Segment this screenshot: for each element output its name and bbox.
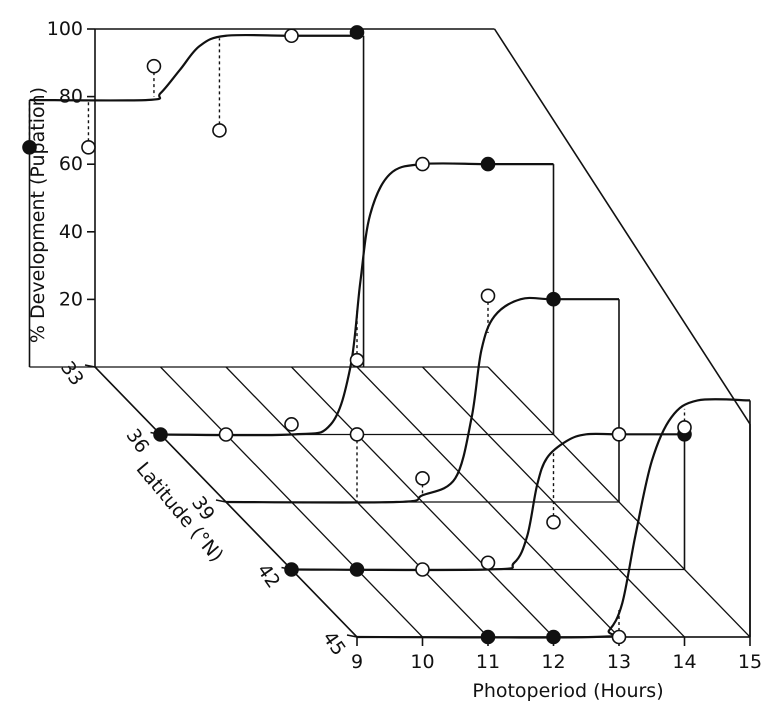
axes-frame: [84, 28, 751, 646]
data-point-filled: [22, 140, 37, 155]
data-point-open: [546, 514, 561, 530]
series-curve: [356, 398, 751, 639]
data-point-filled: [349, 25, 365, 40]
data-point-open: [212, 123, 227, 138]
depth-tick-label: 45: [318, 627, 350, 659]
depth-tick-label: 36: [121, 425, 153, 457]
data-point-open: [415, 156, 430, 172]
data-point-open: [218, 427, 234, 442]
data-point-open: [611, 629, 627, 645]
y-tick-label: 100: [47, 18, 83, 40]
series-curve: [160, 162, 554, 437]
series-39: [225, 288, 620, 504]
data-point-open: [480, 288, 496, 304]
series-33: [22, 25, 488, 368]
series-45: [356, 398, 751, 645]
y-tick-label: 80: [59, 86, 83, 108]
data-point-filled: [480, 629, 496, 645]
depth-tick-label: 42: [252, 560, 284, 592]
data-point-open: [284, 28, 299, 44]
data-point-open: [677, 420, 692, 435]
x-tick-label: 13: [607, 651, 631, 673]
data-point-filled: [480, 156, 496, 172]
data-point-open: [349, 427, 365, 442]
data-point-open: [415, 562, 430, 577]
y-tick-label: 20: [59, 288, 83, 310]
x-tick-label: 10: [410, 651, 434, 673]
data-point-filled: [546, 629, 561, 645]
series-group: [22, 25, 751, 645]
data-point-open: [611, 426, 627, 442]
data-point-open: [480, 555, 496, 571]
data-point-filled: [349, 562, 365, 577]
data-point-filled: [546, 291, 561, 307]
data-point-filled: [284, 562, 299, 577]
data-point-filled: [153, 427, 168, 442]
depth-tick: [346, 634, 358, 638]
y-tick-label: 40: [59, 221, 83, 243]
depth-tick-label: 33: [56, 357, 88, 389]
x-tick-label: 12: [541, 651, 565, 673]
series-36: [153, 156, 555, 442]
data-point-open: [284, 417, 299, 432]
series-42: [284, 426, 692, 577]
y-tick-label: 60: [59, 153, 83, 175]
x-tick-label: 9: [351, 651, 363, 673]
data-point-open: [81, 140, 96, 155]
data-point-open: [415, 471, 430, 486]
depth-tick: [215, 499, 227, 503]
x-axis-label: Photoperiod (Hours): [472, 680, 663, 702]
x-tick-label: 14: [672, 651, 696, 673]
data-point-open: [349, 352, 365, 368]
series-curve: [225, 296, 619, 504]
top-diagonal-edge: [493, 28, 751, 425]
data-point-open: [146, 58, 162, 74]
x-tick-label: 15: [738, 651, 762, 673]
y-axis-label: % Development (Pupation): [27, 87, 49, 343]
x-tick-label: 11: [476, 651, 500, 673]
